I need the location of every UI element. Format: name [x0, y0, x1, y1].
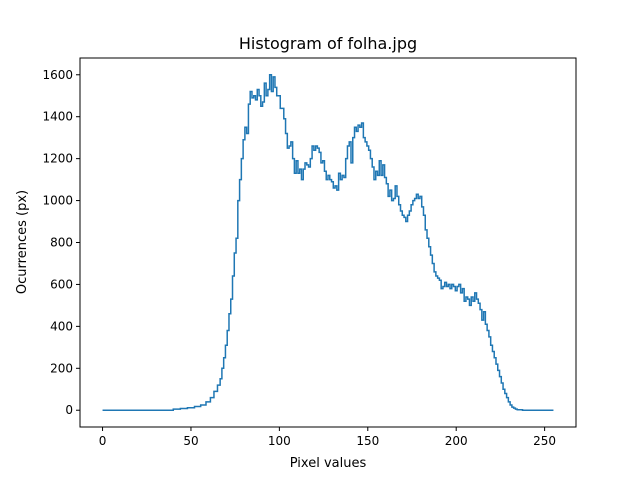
y-tick-label: 600: [50, 277, 73, 291]
x-axis-label: Pixel values: [290, 456, 367, 471]
plot-area: [102, 74, 554, 411]
y-tick-label: 1600: [42, 68, 73, 82]
y-tick-label: 1400: [42, 110, 73, 124]
chart-title: Histogram of folha.jpg: [239, 34, 417, 53]
y-tick-label: 1200: [42, 152, 73, 166]
x-tick-label: 50: [183, 434, 198, 448]
y-tick-label: 1000: [42, 194, 73, 208]
y-axis: 0 200 400 600 800 1000 1200 1400 1600: [42, 68, 80, 417]
y-tick-label: 0: [65, 403, 73, 417]
histogram-line: [102, 74, 554, 411]
x-tick-label: 250: [533, 434, 556, 448]
y-tick-label: 800: [50, 236, 73, 250]
y-axis-label: Ocurrences (px): [15, 190, 30, 294]
y-tick-label: 400: [50, 319, 73, 333]
x-tick-label: 100: [268, 434, 291, 448]
y-tick-label: 200: [50, 361, 73, 375]
axes-frame: [79, 57, 577, 428]
x-tick-label: 200: [445, 434, 468, 448]
x-tick-label: 150: [356, 434, 379, 448]
x-tick-label: 0: [99, 434, 107, 448]
x-axis: 0 50 100 150 200 250: [99, 427, 556, 448]
